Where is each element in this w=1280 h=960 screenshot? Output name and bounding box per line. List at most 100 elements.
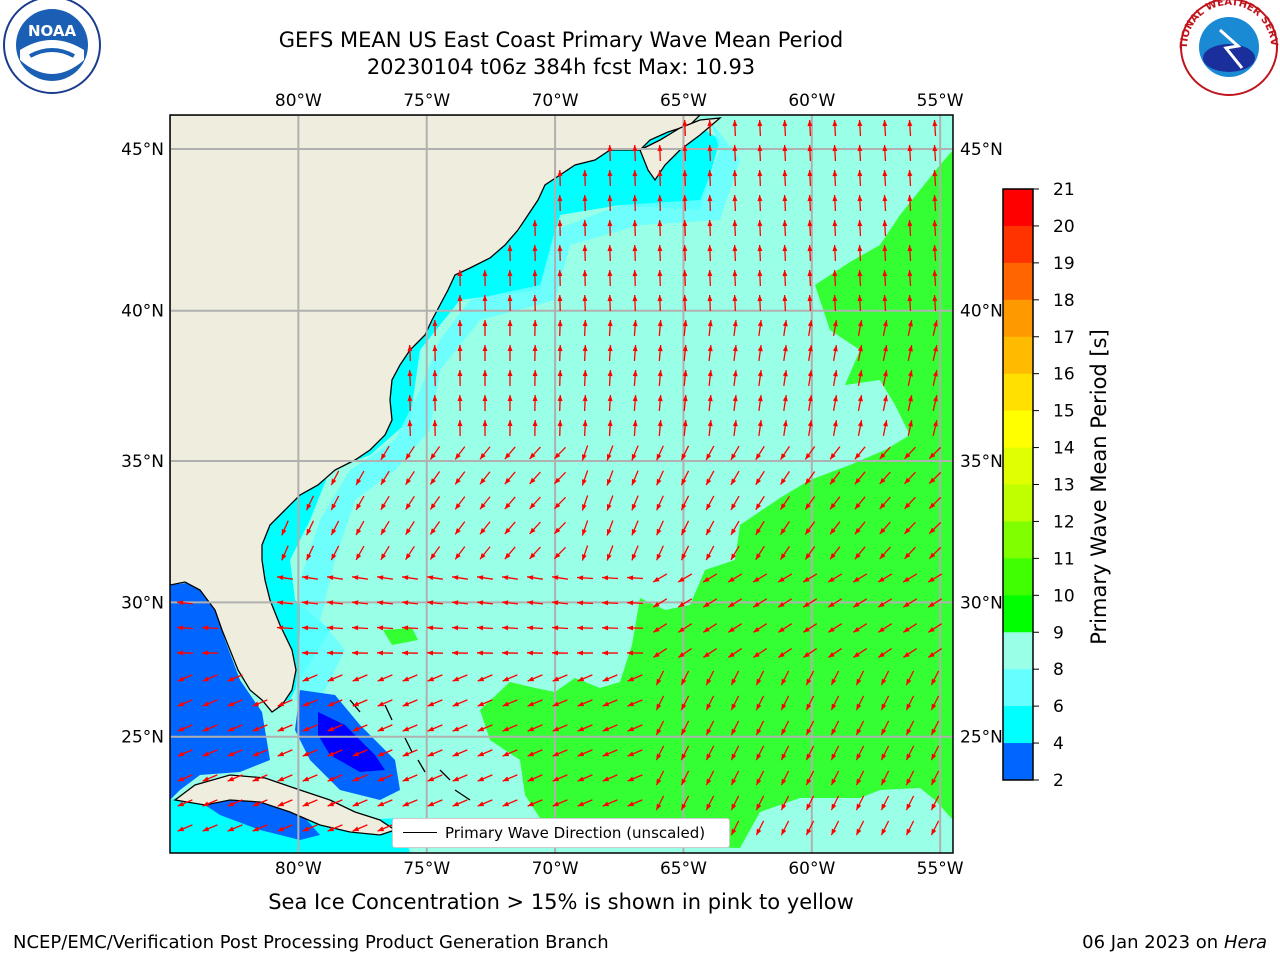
wave-direction-arrowhead [177,726,185,732]
wave-direction-arrowhead [932,170,938,177]
wave-direction-arrowhead [807,195,813,202]
footer-date: 06 Jan 2023 on Hera [1082,932,1267,953]
wave-direction-arrowhead [507,295,513,302]
wave-direction-arrowhead [452,575,459,581]
wave-direction-arrowhead [932,245,938,252]
latitude-label: 35°N [960,452,1003,472]
wave-direction-arrowhead [807,370,813,377]
wave-direction-arrowhead [607,345,613,352]
latitude-label: 30°N [121,593,164,613]
wave-direction-arrowhead [356,528,362,535]
wave-direction-arrowhead [882,420,888,427]
wave-direction-arrowhead [757,170,763,177]
colorbar-segment [1003,262,1033,301]
wave-direction-arrowhead [882,295,888,302]
wave-direction-arrowhead [577,600,584,606]
wave-direction-arrowhead [707,320,713,327]
wave-direction-arrowhead [627,751,635,757]
colorbar-tick-label: 11 [1053,549,1075,569]
wave-direction-arrowhead [832,320,838,327]
wave-direction-arrowhead [782,420,788,427]
wave-direction-arrowhead [430,453,436,460]
wave-period-4-6s-gulf-region [170,582,270,800]
wave-direction-arrowhead [632,345,638,352]
wave-direction-arrowhead [904,452,911,459]
wave-direction-arrowhead [730,528,737,535]
wave-direction-arrowhead [830,553,836,560]
wave-direction-arrowhead [703,652,710,658]
wave-direction-arrowhead [907,170,913,177]
wave-direction-arrowhead [607,395,613,402]
wave-direction-arrowhead [582,195,588,202]
colorbar-segment [1003,484,1033,522]
wave-direction-arrowhead [707,345,713,352]
footer-date-text: 06 Jan 2023 on [1082,932,1224,953]
wave-direction-arrowhead [302,650,309,656]
wave-direction-arrowhead [929,552,936,559]
wave-direction-arrowhead [331,553,337,561]
wave-direction-arrowhead [452,650,459,656]
wave-direction-arrowhead [906,728,912,736]
wave-direction-arrowhead [907,120,913,127]
wave-direction-arrowhead [529,452,536,459]
wave-direction-arrowhead [607,370,613,377]
wave-direction-arrowhead [455,478,461,485]
wave-direction-arrowhead [627,676,635,682]
wave-direction-arrowhead [907,245,913,252]
wave-direction-arrowhead [882,270,888,277]
wave-direction-arrowhead [527,751,535,757]
wave-direction-arrowhead [527,676,535,682]
wave-direction-arrowhead [857,395,863,402]
wave-direction-arrowhead [502,625,509,631]
wave-direction-arrowhead [678,652,685,658]
wave-direction-arrowhead [502,650,509,656]
colorbar-segment [1003,632,1033,670]
wave-direction-arrowhead [657,270,663,277]
wave-direction-arrowhead [627,726,635,732]
wave-direction-arrowhead [732,245,738,252]
wave-direction-arrowhead [805,553,811,560]
wave-direction-arrowhead [227,676,235,682]
wave-direction-arrowhead [455,503,461,510]
wave-direction-arrowhead [732,345,738,352]
wave-direction-arrowhead [452,600,459,606]
wave-direction-arrowhead [432,420,438,427]
colorbar-tick-label: 4 [1053,734,1064,754]
wave-direction-arrowhead [778,626,785,633]
wave-direction-arrowhead [657,320,663,327]
wave-direction-arrowhead [831,703,837,711]
wave-direction-arrowhead [202,676,210,682]
wave-direction-arrowhead [482,345,488,352]
wave-direction-arrowhead [557,245,563,252]
colorbar-segment [1003,521,1033,559]
wave-direction-arrowhead [427,751,435,757]
wave-direction-arrowhead [782,220,788,227]
wave-direction-arrowhead [427,701,435,707]
wave-direction-arrowhead [831,778,837,786]
wave-direction-arrowhead [907,345,913,352]
wave-direction-arrowhead [732,420,738,427]
wave-direction-arrowhead [227,801,235,807]
wave-direction-arrowhead [452,751,460,757]
wave-direction-arrowhead [632,170,638,177]
wave-direction-arrowhead [706,803,712,811]
wave-direction-arrowhead [227,826,235,832]
wave-direction-arrowhead [732,395,738,402]
wave-direction-arrowhead [602,575,609,581]
wave-direction-arrowhead [377,801,385,807]
colorbar-tick-label: 13 [1053,476,1075,496]
wave-direction-arrowhead [756,778,762,786]
wave-direction-arrowhead [302,801,310,807]
wave-direction-arrowhead [781,778,787,786]
wave-direction-arrowhead [907,320,913,327]
wave-direction-arrowhead [430,478,436,485]
wave-direction-arrowhead [602,650,609,656]
wave-direction-arrowhead [502,575,509,581]
wave-direction-arrowhead [527,650,534,656]
wave-direction-arrowhead [504,527,511,535]
wave-direction-arrowhead [577,801,585,807]
wave-direction-arrowhead [807,245,813,252]
wave-direction-arrowhead [657,295,663,302]
wave-direction-arrowhead [856,753,862,761]
wave-direction-arrowhead [830,528,836,535]
